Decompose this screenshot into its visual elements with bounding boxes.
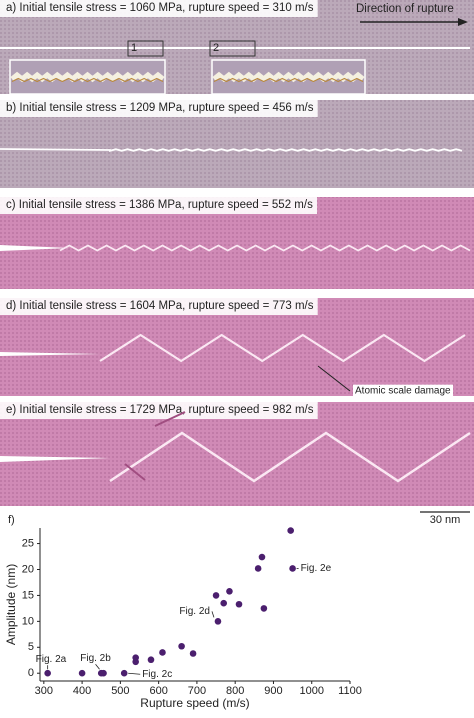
data-point [44, 669, 51, 677]
data-point [100, 669, 107, 677]
zoom-crack [212, 71, 365, 83]
data-point [254, 565, 262, 572]
x-axis-label: Rupture speed (m/s) [140, 696, 249, 710]
label-background [0, 298, 318, 315]
y-tick-label: 10 [22, 615, 34, 627]
data-point [178, 642, 185, 650]
data-point [226, 587, 233, 595]
x-tick-label: 600 [149, 685, 167, 697]
panel-label: a) Initial tensile stress = 1060 MPa, ru… [6, 2, 314, 14]
simulation-image [0, 402, 474, 506]
zoom-crack-edge [213, 77, 364, 83]
y-tick-label: 5 [28, 641, 34, 653]
x-tick-label: 500 [111, 685, 129, 697]
data-point [235, 600, 243, 608]
zoom-box [127, 40, 164, 57]
x-tick-label: 700 [188, 685, 206, 697]
x-tick-label: 400 [73, 685, 91, 697]
crack-opening [0, 456, 110, 462]
crack-opening [0, 245, 70, 251]
label-background [353, 384, 454, 398]
annotation-arrow [95, 663, 100, 670]
panel-label: d) Initial tensile stress = 1604 MPa, ru… [6, 300, 314, 312]
crack-opening [0, 352, 100, 356]
scale-bar-label: 30 nm [430, 514, 461, 526]
data-point [147, 656, 155, 664]
panel-label: f) [8, 514, 15, 526]
crack [59, 244, 471, 252]
zoom-box-label: 1 [131, 42, 137, 54]
annotation-arrow [128, 672, 141, 675]
data-point [120, 669, 128, 677]
damage-label: Atomic scale damage [355, 386, 451, 397]
crack [109, 431, 471, 483]
panel-label: e) Initial tensile stress = 1729 MPa, ru… [6, 404, 314, 416]
x-tick-label: 300 [35, 685, 53, 697]
crack-branch [124, 463, 146, 481]
y-axis-label: Amplitude (nm) [4, 564, 18, 645]
point-annotation: Fig. 2c [142, 669, 172, 680]
panel-label: c) Initial tensile stress = 1386 MPa, ru… [6, 199, 313, 211]
panel-label: b) Initial tensile stress = 1209 MPa, ru… [6, 102, 314, 114]
annotation-arrow [211, 611, 215, 618]
zoom-crack-edge [11, 77, 164, 83]
crack-branch [154, 411, 186, 427]
data-point [214, 618, 222, 625]
direction-label: Direction of rupture [356, 3, 454, 15]
y-tick-label: 15 [22, 589, 34, 601]
data-point [132, 654, 139, 661]
y-tick-label: 0 [28, 667, 34, 679]
data-point [189, 650, 197, 657]
point-annotation: Fig. 2b [80, 653, 111, 664]
point-annotation: Fig. 2a [36, 654, 67, 665]
data-point [78, 669, 86, 677]
point-annotation: Fig. 2d [179, 606, 210, 617]
data-point [159, 649, 166, 656]
crack [99, 333, 466, 363]
data-point [258, 553, 266, 561]
direction-arrowhead [458, 18, 468, 26]
label-background [0, 197, 318, 214]
data-point [212, 592, 220, 599]
data-point [289, 565, 296, 572]
x-tick-label: 800 [226, 685, 244, 697]
y-tick-label: 20 [22, 563, 34, 575]
crack [0, 148, 463, 152]
zoom-box-label: 2 [213, 42, 219, 54]
data-point [220, 599, 228, 607]
x-tick-label: 900 [264, 685, 282, 697]
label-background [0, 402, 318, 419]
data-point [287, 527, 294, 534]
y-tick-label: 25 [22, 537, 34, 549]
label-background [0, 100, 318, 117]
zoom-box [209, 40, 256, 57]
data-point [260, 605, 268, 612]
pointer [317, 365, 351, 392]
x-tick-label: 1100 [338, 685, 362, 697]
x-tick-label: 1000 [299, 685, 323, 697]
zoom-crack [10, 71, 165, 83]
label-background [0, 0, 318, 17]
point-annotation: Fig. 2e [301, 563, 332, 574]
